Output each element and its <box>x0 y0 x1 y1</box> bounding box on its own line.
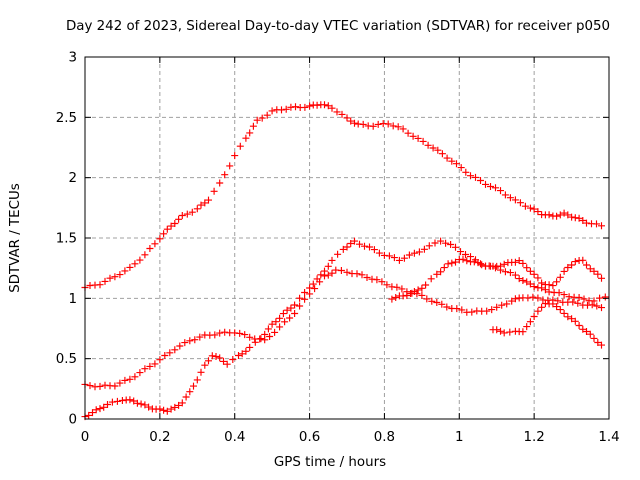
y-tick-label: 2 <box>68 171 77 186</box>
y-axis-label: SDTVAR / TECUs <box>8 183 23 293</box>
axes-and-ticks <box>84 56 610 420</box>
y-tick-label: 0 <box>68 413 77 428</box>
y-tick-label: 2.5 <box>56 111 77 126</box>
x-tick-label: 0.2 <box>149 430 170 445</box>
y-tick-label: 1.5 <box>56 232 77 247</box>
tick-labels: 0 0.2 0.4 0.6 0.8 1 1.2 1.4 0 0.5 1 1.5 2 2.5 3 <box>56 51 620 446</box>
x-tick-label: 1 <box>455 430 464 445</box>
x-tick-label: 0.4 <box>224 430 245 445</box>
y-tick-label: 3 <box>68 51 77 66</box>
data-series-markers <box>81 101 609 421</box>
y-tick-label: 1 <box>68 292 77 307</box>
x-tick-label: 0 <box>81 430 90 445</box>
x-axis-label: GPS time / hours <box>274 455 386 470</box>
x-tick-label: 1.4 <box>598 430 619 445</box>
series-markers-4 <box>388 255 605 303</box>
x-tick-label: 0.8 <box>374 430 395 445</box>
y-tick-label: 0.5 <box>56 352 77 367</box>
x-tick-label: 1.2 <box>523 430 544 445</box>
series-markers-5 <box>489 300 605 349</box>
grid-lines <box>85 57 609 419</box>
chart-title: Day 242 of 2023, Sidereal Day-to-day VTE… <box>66 19 610 34</box>
x-tick-label: 0.6 <box>299 430 320 445</box>
series-markers-3 <box>81 237 609 421</box>
